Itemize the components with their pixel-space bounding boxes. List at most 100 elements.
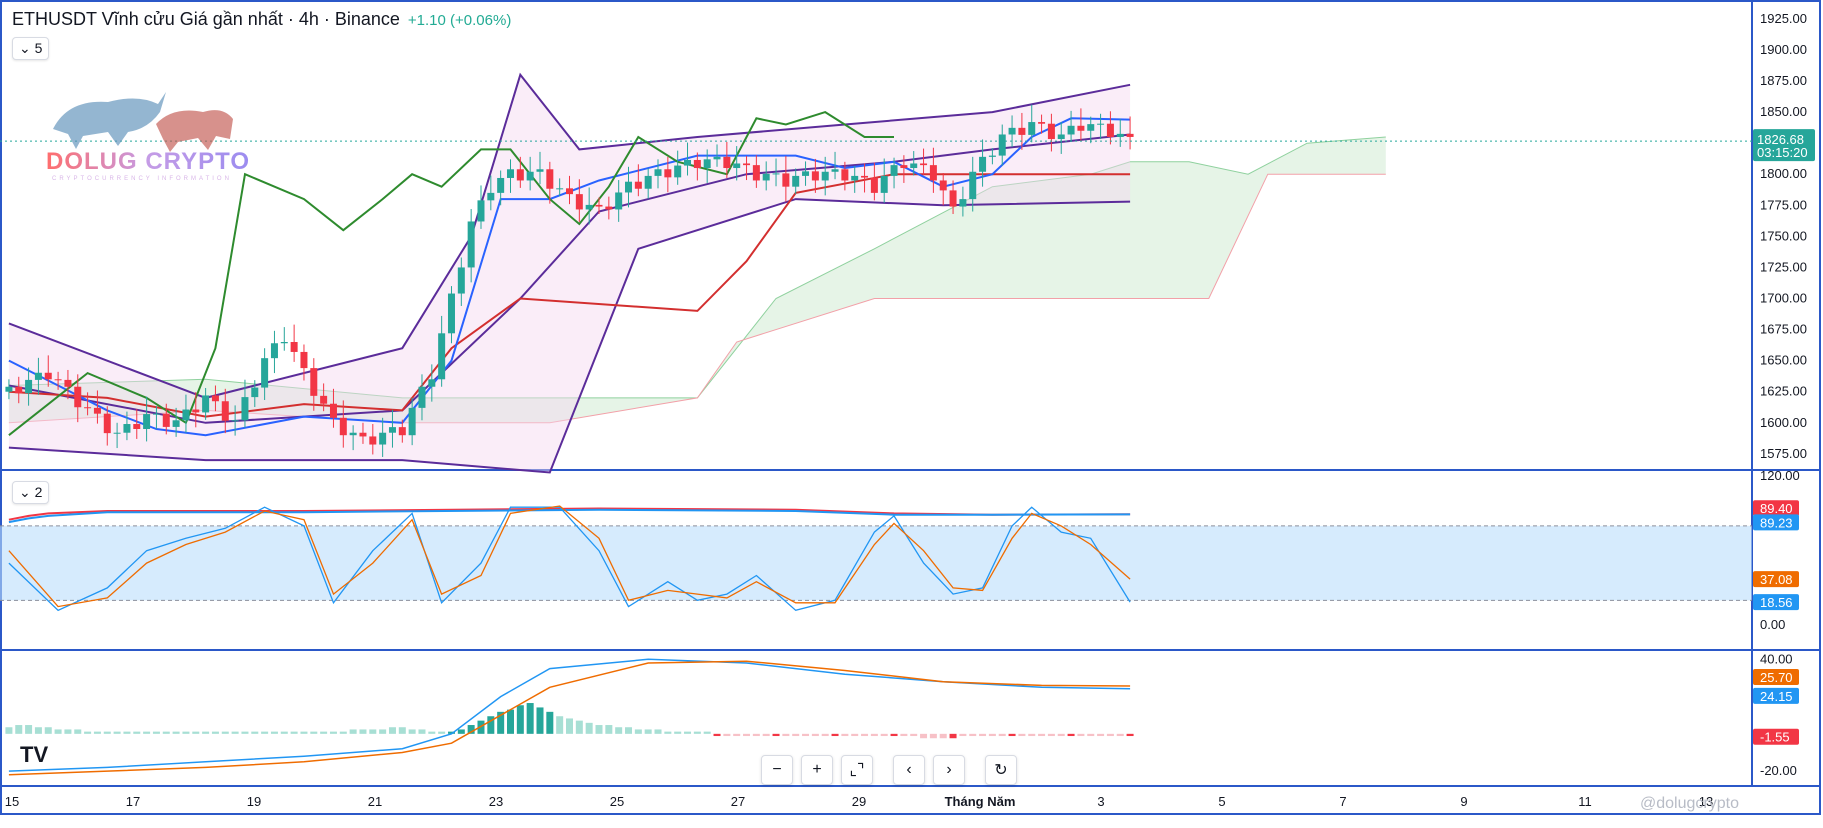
candle-body bbox=[497, 177, 505, 193]
candle-body bbox=[654, 169, 662, 176]
macd-histogram-bar bbox=[251, 731, 259, 734]
time-tick-label: 25 bbox=[610, 794, 624, 809]
candle-body bbox=[1126, 133, 1134, 137]
stoch-indicators-toggle[interactable]: ⌄ 2 bbox=[12, 481, 50, 504]
macd-histogram-bar bbox=[1126, 733, 1134, 737]
stoch-value-badge bbox=[1753, 514, 1799, 531]
macd-histogram-bar bbox=[693, 731, 701, 734]
candle-body bbox=[1087, 124, 1095, 131]
price-tick-label: 1775.00 bbox=[1760, 197, 1807, 212]
macd-histogram-bar bbox=[329, 731, 337, 734]
macd-histogram-bar bbox=[939, 733, 947, 739]
macd-histogram-bar bbox=[890, 733, 898, 737]
time-tick-label: 11 bbox=[1578, 794, 1592, 809]
macd-histogram-bar bbox=[713, 733, 721, 737]
candle-body bbox=[329, 403, 337, 418]
candle-body bbox=[64, 379, 72, 387]
tradingview-logo[interactable]: TV bbox=[20, 742, 49, 767]
macd-histogram-bar bbox=[811, 733, 819, 737]
candle-body bbox=[979, 156, 987, 172]
macd-histogram-bar bbox=[231, 731, 239, 734]
refresh-button[interactable]: ↻ bbox=[985, 755, 1017, 785]
macd-histogram-bar bbox=[270, 731, 278, 734]
candle-body bbox=[733, 163, 741, 169]
macd-histogram-bar bbox=[674, 731, 682, 734]
macd-histogram-bar bbox=[457, 729, 465, 734]
candle-body bbox=[162, 413, 170, 427]
candle-body bbox=[625, 181, 633, 193]
macd-histogram-bar bbox=[300, 731, 308, 734]
candle-body bbox=[615, 192, 623, 210]
macd-histogram-bar bbox=[241, 731, 249, 734]
stoch-tick-label: 0.00 bbox=[1760, 617, 1785, 632]
price-tick-label: 1875.00 bbox=[1760, 73, 1807, 88]
macd-histogram-bar bbox=[664, 731, 672, 734]
candle-body bbox=[152, 413, 160, 415]
bollinger-fill bbox=[8, 74, 1131, 473]
candle-body bbox=[743, 163, 751, 166]
scroll-left-button[interactable]: ‹ bbox=[893, 755, 925, 785]
candle-body bbox=[300, 351, 308, 369]
macd-histogram-bar bbox=[566, 718, 573, 734]
macd-histogram-bar bbox=[929, 733, 937, 739]
macd-histogram-bar bbox=[123, 731, 131, 734]
candle-body bbox=[546, 169, 554, 189]
candle-body bbox=[880, 175, 888, 193]
macd-histogram-bar bbox=[1087, 733, 1095, 737]
macd-tick-label: 40.00 bbox=[1760, 651, 1793, 666]
time-tick-label: 29 bbox=[852, 794, 866, 809]
macd-histogram-bar bbox=[684, 731, 692, 734]
macd-histogram-bar bbox=[595, 725, 603, 734]
macd-histogram-bar bbox=[821, 733, 829, 737]
candle-body bbox=[320, 395, 328, 404]
price-tick-label: 1725.00 bbox=[1760, 259, 1807, 274]
macd-histogram-bar bbox=[93, 731, 101, 734]
macd-histogram-bar bbox=[506, 709, 514, 734]
candle-body bbox=[959, 199, 967, 207]
candle-body bbox=[861, 175, 869, 178]
macd-histogram-bar bbox=[172, 731, 180, 734]
macd-histogram-bar bbox=[920, 733, 928, 739]
macd-histogram-bar bbox=[280, 731, 288, 734]
candle-body bbox=[84, 407, 92, 409]
macd-histogram-bar bbox=[428, 731, 436, 734]
macd-histogram-bar bbox=[861, 733, 869, 737]
price-tick-label: 1575.00 bbox=[1760, 446, 1807, 461]
scroll-right-button[interactable]: › bbox=[933, 755, 965, 785]
macd-histogram-bar bbox=[575, 720, 583, 734]
tenkan-line bbox=[8, 117, 1131, 437]
macd-histogram-bar bbox=[851, 733, 859, 737]
countdown-label: 03:15:20 bbox=[1757, 145, 1808, 160]
macd-histogram-bar bbox=[408, 729, 416, 734]
candle-body bbox=[438, 333, 446, 380]
candle-body bbox=[428, 379, 436, 387]
macd-histogram-bar bbox=[900, 733, 908, 737]
candle-body bbox=[447, 293, 455, 334]
time-tick-label: 15 bbox=[5, 794, 19, 809]
macd-histogram-bar bbox=[1008, 733, 1016, 737]
macd-histogram-bar bbox=[359, 729, 367, 734]
candle-body bbox=[221, 401, 229, 421]
stoch-value-label: 89.23 bbox=[1760, 515, 1793, 530]
macd-histogram-bar bbox=[998, 733, 1006, 737]
macd-histogram-bar bbox=[782, 733, 790, 737]
candle-body bbox=[693, 159, 701, 169]
zoom-in-button[interactable]: + bbox=[801, 755, 833, 785]
main-indicators-toggle[interactable]: ⌄ 5 bbox=[12, 37, 50, 60]
stoch-tick-label: 120.00 bbox=[1760, 468, 1800, 483]
macd-histogram-bar bbox=[467, 725, 475, 734]
indicator-count: 2 bbox=[34, 484, 43, 500]
ichimoku-cloud bbox=[8, 136, 1386, 423]
stoch-value-badge bbox=[1753, 500, 1799, 517]
candle-body bbox=[644, 175, 652, 189]
symbol-title[interactable]: ETHUSDT Vĩnh cửu Giá gần nhất · 4h · Bin… bbox=[12, 9, 400, 29]
zoom-out-button[interactable]: − bbox=[761, 755, 793, 785]
reset-scale-button[interactable]: ⌞⌝ bbox=[841, 755, 873, 785]
macd-histogram-bar bbox=[15, 725, 23, 734]
macd-histogram-bar bbox=[516, 705, 524, 734]
candle-body bbox=[703, 159, 711, 169]
time-tick-label: 5 bbox=[1218, 794, 1225, 809]
candle-body bbox=[664, 169, 672, 178]
